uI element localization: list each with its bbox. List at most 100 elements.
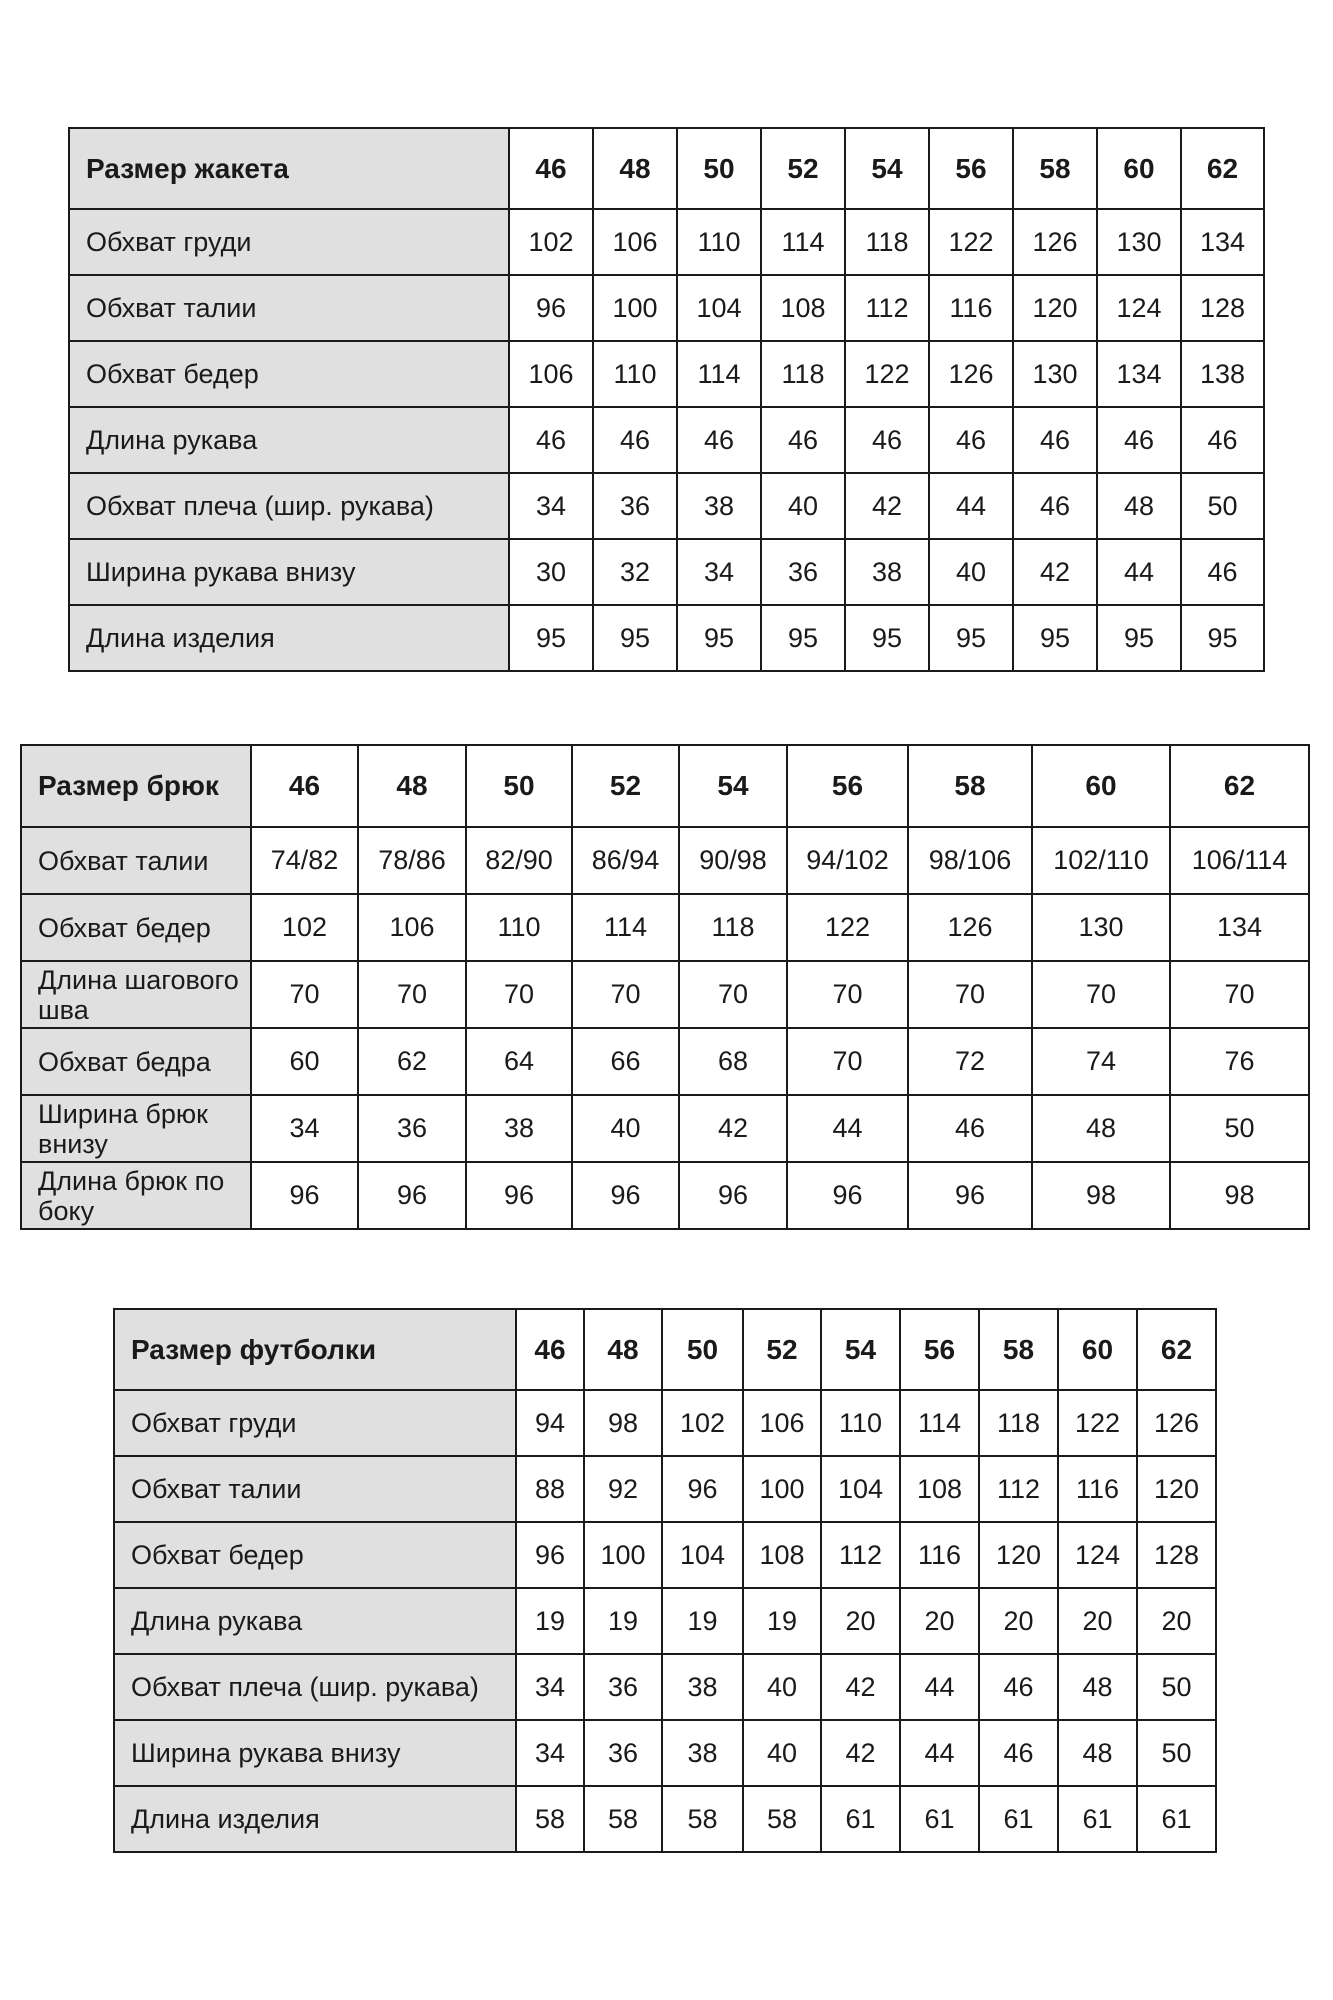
measurement-cell: 19 <box>515 1587 585 1655</box>
measurement-cell: 116 <box>899 1521 980 1589</box>
measurement-cell: 20 <box>899 1587 980 1655</box>
measurement-cell: 122 <box>786 893 909 962</box>
measurement-cell: 36 <box>357 1094 467 1163</box>
size-header: 50 <box>661 1308 744 1391</box>
measurement-cell: 46 <box>760 406 846 474</box>
measurement-cell: 100 <box>592 274 678 342</box>
row-label: Длина изделия <box>68 604 510 672</box>
measurement-cell: 34 <box>515 1719 585 1787</box>
size-header: 62 <box>1136 1308 1217 1391</box>
measurement-cell: 94 <box>515 1389 585 1457</box>
measurement-cell: 114 <box>899 1389 980 1457</box>
measurement-cell: 122 <box>928 208 1014 276</box>
table-row: Обхват бедер 106 110 114 118 122 126 130 134 138 <box>68 340 1265 408</box>
measurement-cell: 134 <box>1096 340 1182 408</box>
measurement-cell: 61 <box>1136 1785 1217 1853</box>
tshirt-size-table: Размер футболки 46 48 50 52 54 56 58 60 62 Обхват … <box>113 1308 1217 1853</box>
measurement-cell: 58 <box>515 1785 585 1853</box>
measurement-cell: 95 <box>676 604 762 672</box>
table-row: Обхват груди 94 98 102 106 110 114 118 122 126 <box>113 1389 1217 1457</box>
measurement-cell: 114 <box>676 340 762 408</box>
measurement-cell: 61 <box>978 1785 1059 1853</box>
measurement-cell: 42 <box>678 1094 788 1163</box>
measurement-cell: 95 <box>760 604 846 672</box>
measurement-cell: 98/106 <box>907 826 1033 895</box>
measurement-cell: 130 <box>1031 893 1171 962</box>
row-label: Обхват бедер <box>20 893 252 962</box>
table-row: Длина изделия 58 58 58 58 61 61 61 61 61 <box>113 1785 1217 1853</box>
measurement-cell: 32 <box>592 538 678 606</box>
row-label: Ширина рукава внизу <box>113 1719 517 1787</box>
size-header: 62 <box>1180 127 1265 210</box>
row-label: Длина изделия <box>113 1785 517 1853</box>
measurement-cell: 126 <box>907 893 1033 962</box>
measurement-cell: 104 <box>820 1455 901 1523</box>
measurement-cell: 34 <box>676 538 762 606</box>
measurement-cell: 74/82 <box>250 826 359 895</box>
measurement-cell: 82/90 <box>465 826 573 895</box>
measurement-cell: 64 <box>465 1027 573 1096</box>
table-row: Длина изделия 95 95 95 95 95 95 95 95 95 <box>68 604 1265 672</box>
measurement-cell: 134 <box>1169 893 1310 962</box>
measurement-cell: 92 <box>583 1455 663 1523</box>
header-label: Размер футболки <box>113 1308 517 1391</box>
measurement-cell: 46 <box>844 406 930 474</box>
size-header: 48 <box>592 127 678 210</box>
table-row: Обхват бедер 96 100 104 108 112 116 120 124 128 <box>113 1521 1217 1589</box>
row-label: Обхват груди <box>113 1389 517 1457</box>
measurement-cell: 118 <box>760 340 846 408</box>
measurement-cell: 102 <box>508 208 594 276</box>
measurement-cell: 106 <box>742 1389 822 1457</box>
measurement-cell: 61 <box>820 1785 901 1853</box>
row-label: Обхват талии <box>20 826 252 895</box>
measurement-cell: 30 <box>508 538 594 606</box>
measurement-cell: 38 <box>676 472 762 540</box>
measurement-cell: 128 <box>1136 1521 1217 1589</box>
measurement-cell: 114 <box>571 893 680 962</box>
measurement-cell: 104 <box>661 1521 744 1589</box>
measurement-cell: 78/86 <box>357 826 467 895</box>
measurement-cell: 60 <box>250 1027 359 1096</box>
measurement-cell: 112 <box>844 274 930 342</box>
measurement-cell: 106 <box>357 893 467 962</box>
measurement-cell: 70 <box>907 960 1033 1029</box>
row-label: Обхват груди <box>68 208 510 276</box>
measurement-cell: 108 <box>899 1455 980 1523</box>
measurement-cell: 38 <box>661 1719 744 1787</box>
row-label: Обхват талии <box>113 1455 517 1523</box>
table-row: Ширина рукава внизу 34 36 38 40 42 44 46 48 50 <box>113 1719 1217 1787</box>
measurement-cell: 74 <box>1031 1027 1171 1096</box>
table-row: Обхват талии 74/82 78/86 82/90 86/94 90/98 94/… <box>20 826 1310 895</box>
measurement-cell: 86/94 <box>571 826 680 895</box>
measurement-cell: 95 <box>928 604 1014 672</box>
measurement-cell: 96 <box>786 1161 909 1230</box>
size-header: 46 <box>508 127 594 210</box>
measurement-cell: 96 <box>515 1521 585 1589</box>
measurement-cell: 58 <box>583 1785 663 1853</box>
measurement-cell: 20 <box>1136 1587 1217 1655</box>
measurement-cell: 114 <box>760 208 846 276</box>
table-row: Длина брюк по боку 96 96 96 96 96 96 96 98 98 <box>20 1161 1310 1230</box>
measurement-cell: 96 <box>571 1161 680 1230</box>
measurement-cell: 120 <box>978 1521 1059 1589</box>
measurement-cell: 126 <box>1136 1389 1217 1457</box>
size-header: 56 <box>928 127 1014 210</box>
measurement-cell: 46 <box>1096 406 1182 474</box>
measurement-cell: 76 <box>1169 1027 1310 1096</box>
measurement-cell: 46 <box>1180 538 1265 606</box>
measurement-cell: 112 <box>978 1455 1059 1523</box>
measurement-cell: 70 <box>1169 960 1310 1029</box>
measurement-cell: 42 <box>820 1653 901 1721</box>
measurement-cell: 34 <box>250 1094 359 1163</box>
size-header: 58 <box>978 1308 1059 1391</box>
size-header: 46 <box>515 1308 585 1391</box>
measurement-cell: 70 <box>678 960 788 1029</box>
table-row: Обхват плеча (шир. рукава) 34 36 38 40 42 44 46… <box>113 1653 1217 1721</box>
row-label: Обхват плеча (шир. рукава) <box>113 1653 517 1721</box>
measurement-cell: 42 <box>844 472 930 540</box>
size-header: 54 <box>844 127 930 210</box>
measurement-cell: 58 <box>661 1785 744 1853</box>
table-row: Обхват плеча (шир. рукава) 34 36 38 40 42 44 46… <box>68 472 1265 540</box>
header-row: Размер брюк 46 48 50 52 54 56 58 60 62 <box>20 744 1310 828</box>
measurement-cell: 118 <box>678 893 788 962</box>
